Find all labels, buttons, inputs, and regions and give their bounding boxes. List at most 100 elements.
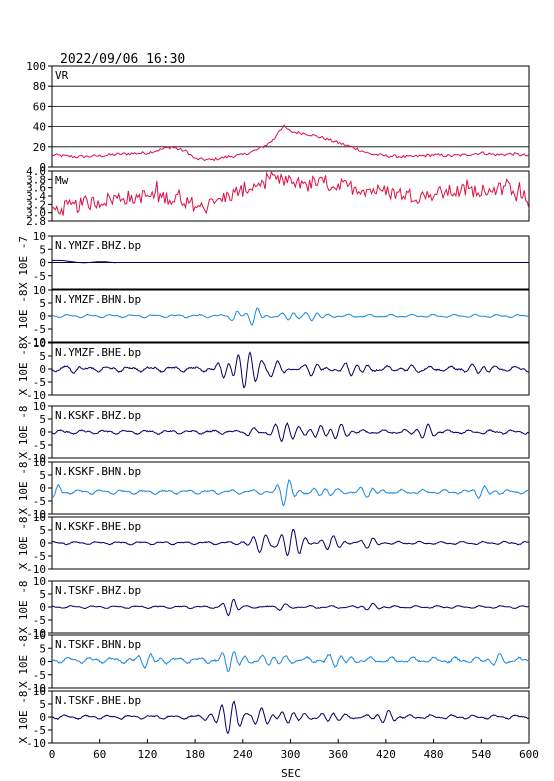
trace-tskf-bhn xyxy=(51,651,530,672)
y-tick-label: -5 xyxy=(33,270,46,283)
figure-datetime: 2022/09/06 16:30 xyxy=(60,52,185,67)
y-tick-label: 5 xyxy=(39,588,46,601)
y-tick-label: 5 xyxy=(39,469,46,482)
panel-label: N.KSKF.BHZ.bp xyxy=(55,409,141,422)
y-tick-label: -5 xyxy=(33,724,46,737)
y-tick-label: 10 xyxy=(33,284,46,297)
panel-label: N.KSKF.BHN.bp xyxy=(55,465,141,478)
x-tick-label: 240 xyxy=(233,748,253,761)
y-tick-label: 100 xyxy=(26,60,46,73)
x-axis-label: SEC xyxy=(281,767,301,780)
panel-unit-label: X 10E -8 xyxy=(17,406,30,459)
x-tick-label: 600 xyxy=(519,748,539,761)
y-tick-label: 5 xyxy=(39,413,46,426)
y-tick-label: -10 xyxy=(26,389,46,402)
y-tick-label: 0 xyxy=(39,601,46,614)
y-tick-label: -5 xyxy=(33,323,46,336)
panel-unit-label: X 10E -8 xyxy=(17,343,30,396)
panel-label: N.TSKF.BHN.bp xyxy=(55,638,141,651)
y-tick-label: 10 xyxy=(33,456,46,469)
y-tick-label: -5 xyxy=(33,376,46,389)
panel-label: N.YMZF.BHN.bp xyxy=(55,293,141,306)
y-tick-label: 3.4 xyxy=(26,190,46,203)
y-tick-label: -5 xyxy=(33,614,46,627)
panel-label: Mw xyxy=(55,174,69,187)
panel-vr: 0 20 40 60 80 100 VR xyxy=(26,60,530,174)
y-tick-label: -5 xyxy=(33,439,46,452)
y-tick-label: -10 xyxy=(26,682,46,695)
y-tick-label: 5 xyxy=(39,698,46,711)
y-tick-label: 10 xyxy=(33,230,46,243)
trace-kskf-bhn xyxy=(51,479,530,507)
x-tick-label: 300 xyxy=(281,748,301,761)
panel-unit-label: X 10E -8 xyxy=(17,517,30,570)
panel-unit-label: X 10E -8 xyxy=(17,691,30,744)
panel-unit-label: X 10E -8 xyxy=(17,462,30,515)
trace-tskf-bhe xyxy=(51,700,530,735)
y-tick-label: -10 xyxy=(26,737,46,750)
trace-ymzf-bhn xyxy=(51,307,530,326)
y-tick-label: 0 xyxy=(39,161,46,174)
y-tick-label: 0 xyxy=(39,537,46,550)
trace-tskf-bhz xyxy=(51,598,529,617)
trace-kskf-bhz xyxy=(51,421,530,443)
y-tick-label: 10 xyxy=(33,337,46,350)
y-tick-label: 10 xyxy=(33,685,46,698)
panel-unit-label: X 10E -8 xyxy=(17,635,30,688)
x-tick-label: 540 xyxy=(471,748,491,761)
y-tick-label: 0 xyxy=(39,363,46,376)
y-tick-label: 3.8 xyxy=(26,173,46,186)
panels-group: 020406080100VR2.83.03.23.43.63.84.0Mw-50… xyxy=(17,60,530,750)
panel-unit-label: X 10E -7 xyxy=(17,236,30,289)
y-tick-label: 4.0 xyxy=(26,165,46,178)
y-tick-label: 10 xyxy=(33,400,46,413)
y-tick-label: -10 xyxy=(26,627,46,640)
x-tick-label: 0 xyxy=(49,748,56,761)
y-tick-label: 40 xyxy=(33,121,46,134)
y-tick-label: 0 xyxy=(39,310,46,323)
y-tick-label: 80 xyxy=(33,80,46,93)
panel-frame xyxy=(51,65,530,168)
y-tick-label: 0 xyxy=(39,656,46,669)
y-tick-label: -10 xyxy=(26,563,46,576)
y-tick-label: 0 xyxy=(39,711,46,724)
x-tick-label: 60 xyxy=(93,748,106,761)
y-tick-label: 5 xyxy=(39,642,46,655)
x-tick-label: 120 xyxy=(137,748,157,761)
y-tick-label: 5 xyxy=(39,243,46,256)
y-tick-label: 3.0 xyxy=(26,207,46,220)
y-tick-label: 20 xyxy=(33,141,46,154)
x-tick-label: 180 xyxy=(185,748,205,761)
y-tick-label: 5 xyxy=(39,297,46,310)
panel-unit-label: X 10E -8 xyxy=(17,290,30,343)
panel-label: N.TSKF.BHE.bp xyxy=(55,694,141,707)
y-tick-label: 60 xyxy=(33,100,46,113)
y-tick-label: -10 xyxy=(26,452,46,465)
y-tick-label: 0 xyxy=(39,426,46,439)
y-tick-label: 0 xyxy=(39,482,46,495)
panel-unit-label: X 10E -8 xyxy=(17,581,30,634)
y-tick-label: 5 xyxy=(39,524,46,537)
y-tick-label: -5 xyxy=(33,495,46,508)
trace-kskf-bhe xyxy=(51,529,530,557)
x-axis: 0 60 120 180 240 300 360 420 480 540 600 xyxy=(49,739,539,761)
y-tick-label: -5 xyxy=(33,550,46,563)
y-tick-label: 2.8 xyxy=(26,215,46,228)
panel-label: N.KSKF.BHE.bp xyxy=(55,520,141,533)
x-tick-label: 420 xyxy=(376,748,396,761)
y-tick-label: -10 xyxy=(26,508,46,521)
y-tick-label: 5 xyxy=(39,350,46,363)
y-tick-label: -10 xyxy=(26,336,46,349)
x-tick-label: 480 xyxy=(424,748,444,761)
trace-mw xyxy=(51,170,530,216)
y-tick-label: 3.2 xyxy=(26,198,46,211)
y-tick-label: 0 xyxy=(39,257,46,270)
